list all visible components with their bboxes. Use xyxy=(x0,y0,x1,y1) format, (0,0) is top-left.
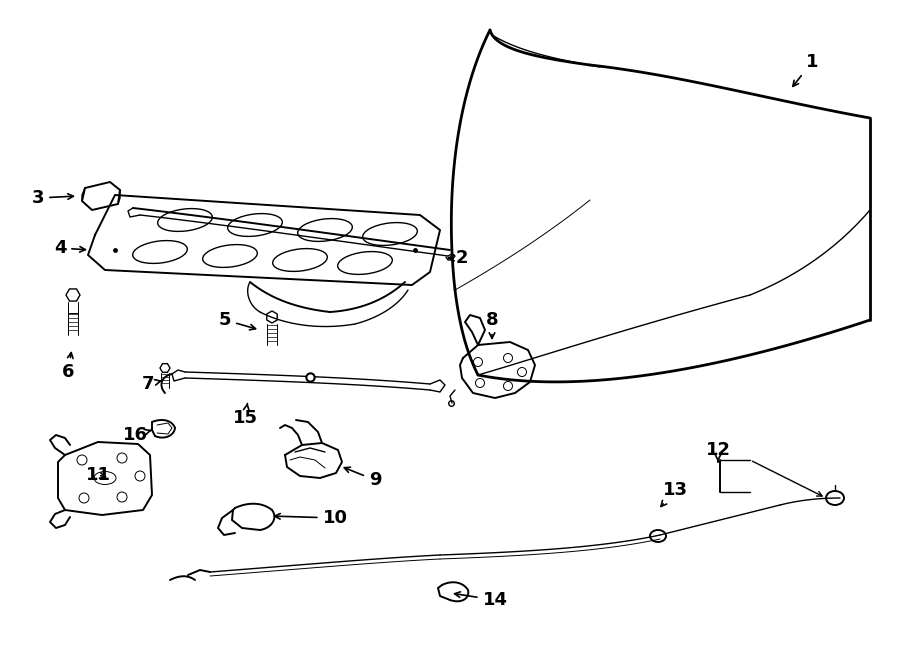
Text: 15: 15 xyxy=(232,403,257,427)
Text: 14: 14 xyxy=(454,591,508,609)
Text: 11: 11 xyxy=(86,466,111,484)
Text: 7: 7 xyxy=(142,375,160,393)
Text: 12: 12 xyxy=(706,441,731,462)
Text: 10: 10 xyxy=(274,509,347,527)
Text: 3: 3 xyxy=(32,189,74,207)
Text: 9: 9 xyxy=(345,467,382,489)
Text: 5: 5 xyxy=(219,311,256,330)
Text: 8: 8 xyxy=(486,311,499,338)
Text: 13: 13 xyxy=(661,481,688,506)
Text: 1: 1 xyxy=(793,53,818,87)
Text: 16: 16 xyxy=(122,426,150,444)
Text: 4: 4 xyxy=(54,239,86,257)
Text: 2: 2 xyxy=(448,249,468,267)
Text: 6: 6 xyxy=(62,352,74,381)
